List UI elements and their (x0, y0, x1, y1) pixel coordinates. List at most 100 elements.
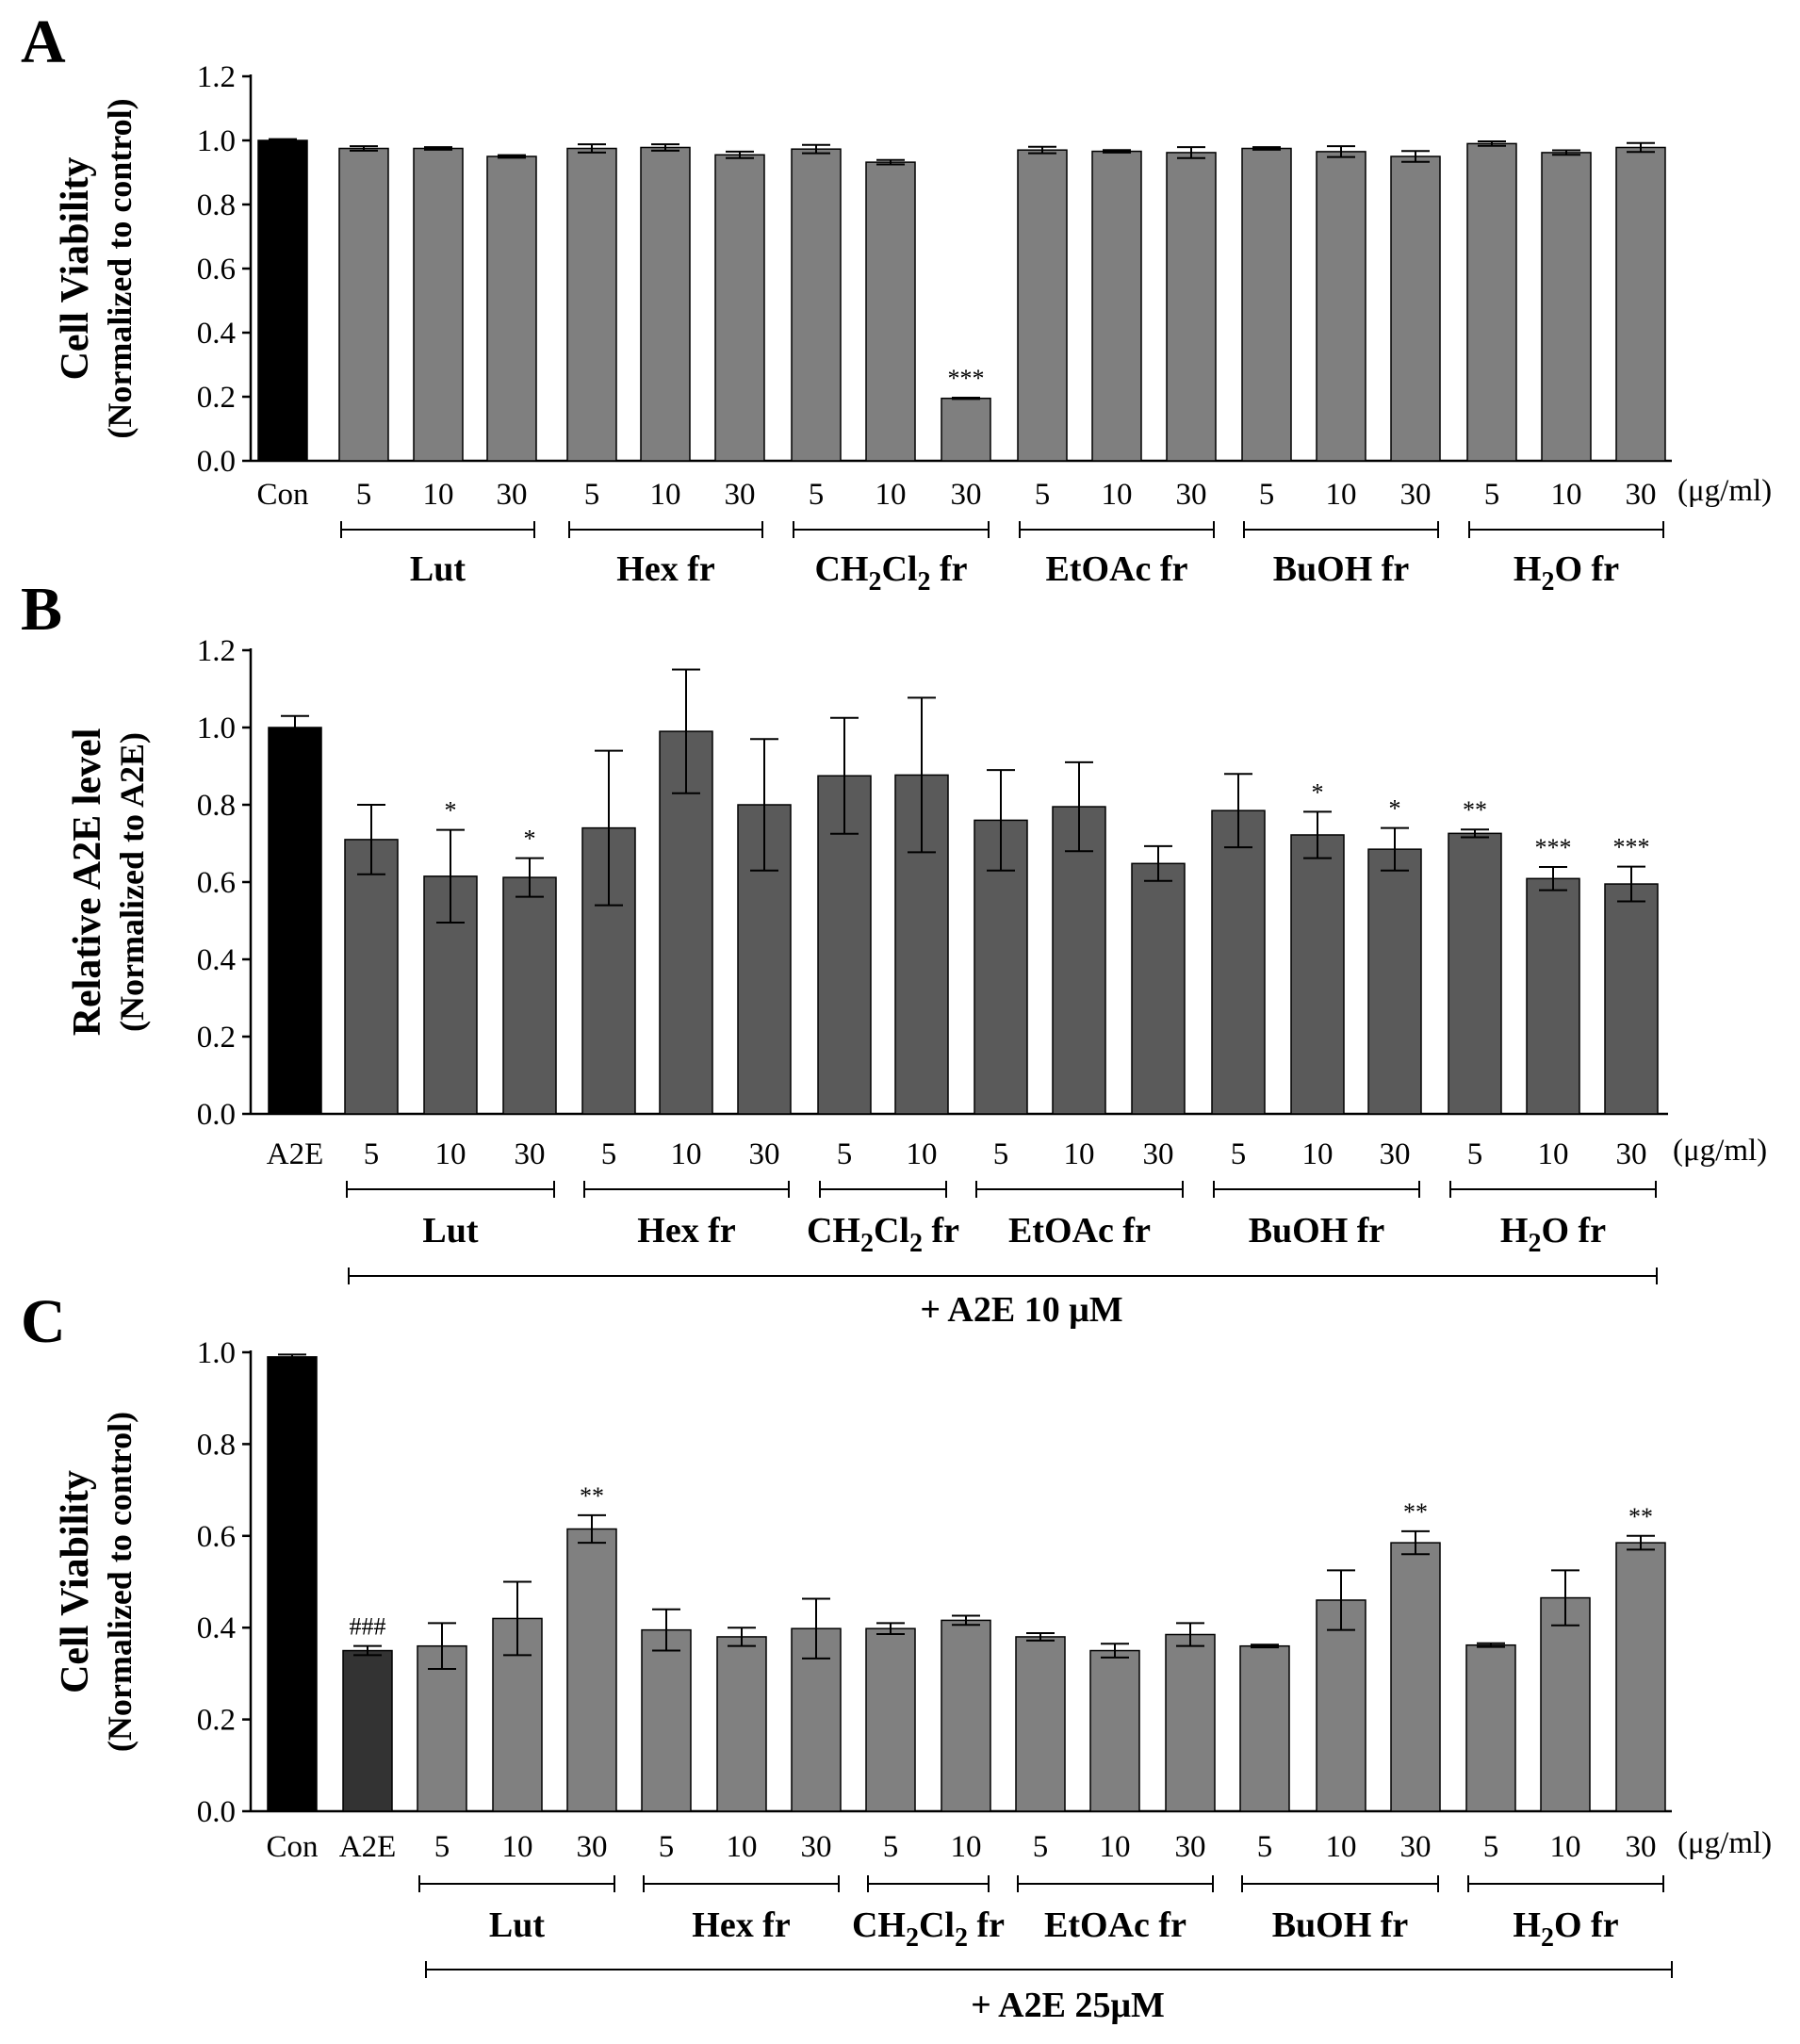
bar (1316, 151, 1366, 462)
x-tick-label: Con (256, 478, 308, 512)
y-tick-label: 0.2 (197, 1021, 236, 1055)
y-axis-label: Cell Viability (Normalized to control) (54, 1412, 139, 1752)
bar (342, 1649, 393, 1812)
x-tick-label: 30 (801, 1830, 832, 1864)
x-tick-label: 30 (951, 478, 982, 512)
x-tick-label: 30 (515, 1137, 546, 1171)
bar (1165, 1633, 1216, 1812)
x-tick-label: 10 (423, 478, 454, 512)
bar (641, 1628, 692, 1812)
significance-label: *** (948, 365, 985, 392)
group-label: CH2Cl2 fr (814, 549, 967, 597)
y-tick-label: 1.2 (197, 634, 236, 668)
x-tick-label: 10 (671, 1137, 702, 1171)
bar (640, 146, 691, 462)
x-tick-label: 30 (1616, 1137, 1647, 1171)
unit-label: (μg/ml) (1673, 1134, 1767, 1168)
x-tick-label: 10 (951, 1830, 982, 1864)
group-label: EtOAc fr (1044, 1905, 1186, 1945)
x-tick-label: 10 (1326, 478, 1357, 512)
x-tick-label: 30 (1176, 478, 1207, 512)
bar (1540, 1596, 1591, 1812)
y-tick-label: 0.8 (197, 1428, 236, 1462)
panel-letter: A (21, 8, 66, 76)
bar (1052, 806, 1106, 1115)
x-tick-label: 10 (1538, 1137, 1569, 1171)
x-tick-label: 30 (1626, 478, 1657, 512)
group-label: Lut (410, 549, 466, 589)
y-tick-label: 0.6 (197, 866, 236, 900)
y-tick-label: 0.6 (197, 1520, 236, 1554)
y-tick-label: 0.0 (197, 1795, 236, 1829)
bar (1241, 147, 1292, 462)
bar (417, 1644, 467, 1812)
y-tick-label: 0.8 (197, 188, 236, 222)
significance-label: * (1389, 795, 1401, 823)
bar (791, 148, 842, 462)
y-tick-label: 0.0 (197, 445, 236, 479)
bar (1015, 1636, 1066, 1812)
bar (1091, 150, 1142, 462)
bar (1367, 848, 1422, 1115)
x-tick-label: 10 (875, 478, 907, 512)
x-tick-label: 5 (809, 478, 825, 512)
panel-letter: B (21, 575, 62, 644)
bar (1017, 149, 1068, 462)
bar (865, 161, 916, 462)
panel-letter: C (21, 1287, 66, 1356)
treatment-label: + A2E 10 μM (920, 1290, 1122, 1330)
significance-label: * (445, 797, 457, 825)
x-tick-label: 10 (650, 478, 681, 512)
bar (1316, 1599, 1366, 1812)
x-tick-label: 5 (1483, 1830, 1499, 1864)
bar (716, 1636, 767, 1812)
y-tick-label: 0.2 (197, 1704, 236, 1738)
group-label: EtOAc fr (1008, 1211, 1151, 1251)
bar (566, 147, 617, 462)
x-tick-label: 30 (1380, 1137, 1411, 1171)
bar (1166, 152, 1217, 462)
group-label: H2O fr (1514, 549, 1619, 597)
x-tick-label: 30 (725, 478, 756, 512)
y-tick-label: 0.4 (197, 1611, 236, 1645)
x-tick-label: 5 (1259, 478, 1275, 512)
group-label: H2O fr (1500, 1211, 1606, 1258)
significance-label: ** (580, 1482, 604, 1510)
y-tick-label: 0.4 (197, 943, 236, 977)
bar (344, 839, 399, 1115)
bar (1290, 834, 1345, 1115)
bar (1239, 1644, 1290, 1812)
x-tick-label: 10 (502, 1830, 533, 1864)
y-tick-label: 1.0 (197, 711, 236, 745)
group-label: Lut (422, 1211, 478, 1251)
bar (338, 147, 389, 462)
x-tick-label: 30 (749, 1137, 780, 1171)
x-tick-label: 30 (1400, 478, 1432, 512)
x-tick-label: 10 (1100, 1830, 1131, 1864)
unit-label: (μg/ml) (1677, 474, 1772, 508)
x-tick-label: 10 (1550, 1830, 1581, 1864)
group-label: Hex fr (692, 1905, 791, 1945)
significance-label: * (1312, 778, 1324, 806)
x-tick-label: 10 (1551, 478, 1582, 512)
x-tick-label: 10 (727, 1830, 758, 1864)
group-label: BuOH fr (1273, 549, 1410, 589)
x-tick-label: 10 (1326, 1830, 1357, 1864)
x-tick-label: 10 (1302, 1137, 1334, 1171)
bar (1390, 1542, 1441, 1812)
x-tick-label: 30 (497, 478, 528, 512)
x-tick-label: A2E (339, 1830, 397, 1864)
significance-label: ** (1628, 1503, 1653, 1530)
bar (566, 1528, 617, 1812)
x-tick-label: 30 (577, 1830, 608, 1864)
bar (268, 727, 322, 1115)
bar (1541, 152, 1592, 462)
group-label: Lut (489, 1905, 545, 1945)
group-label: BuOH fr (1272, 1905, 1409, 1945)
significance-label: ** (1463, 796, 1487, 824)
x-tick-label: 10 (907, 1137, 938, 1171)
y-axis-label: Relative A2E level (Normalized to A2E) (66, 728, 151, 1037)
x-tick-label: 5 (601, 1137, 617, 1171)
bar (1211, 809, 1266, 1115)
bar (1615, 1542, 1666, 1812)
